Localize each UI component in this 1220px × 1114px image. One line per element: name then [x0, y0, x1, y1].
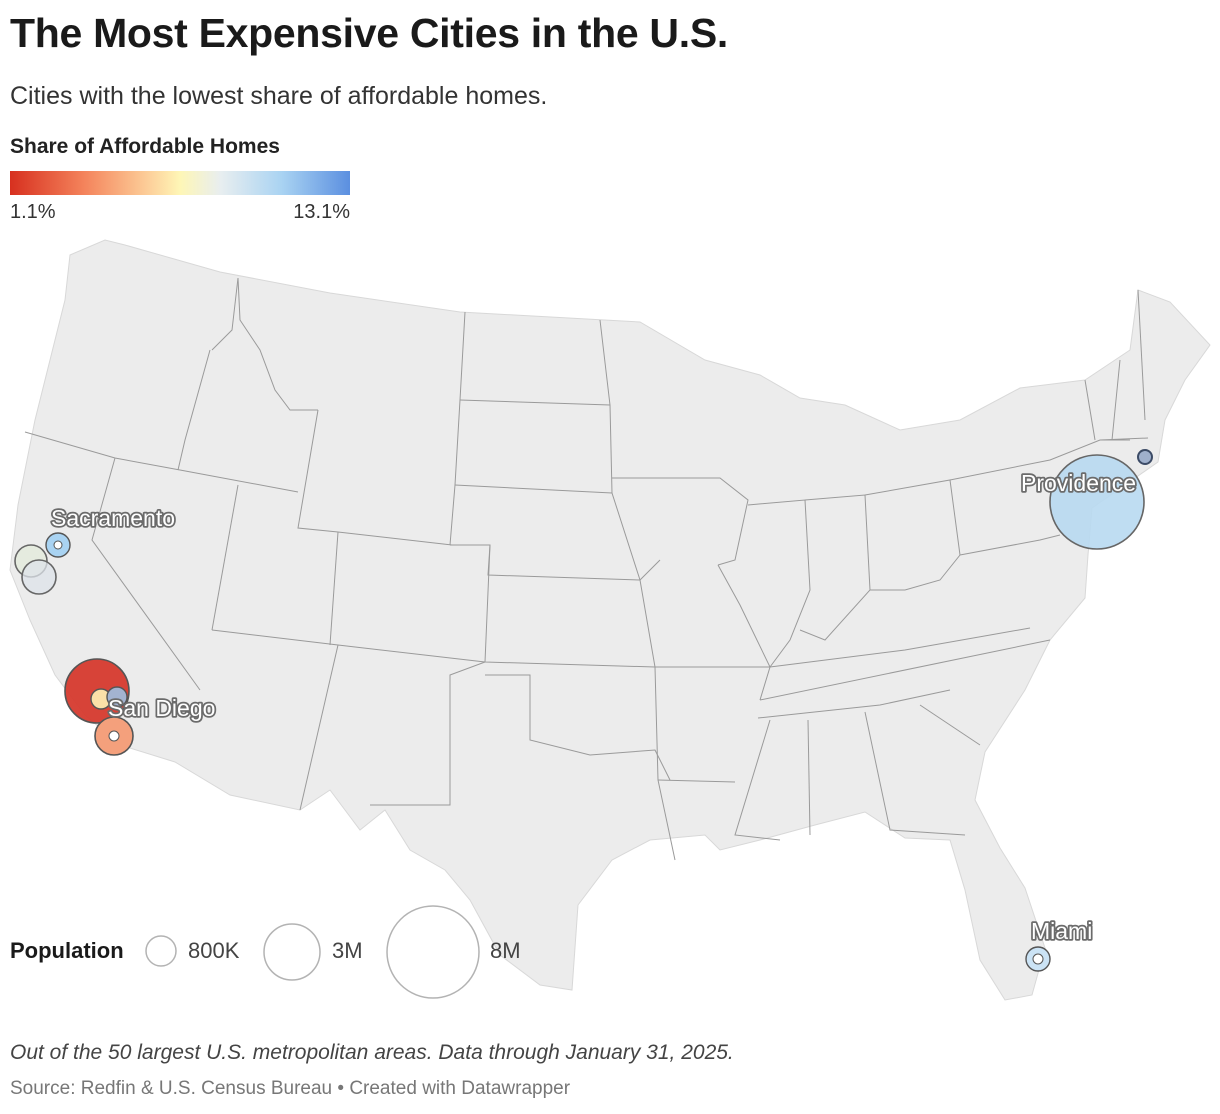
chart-title: The Most Expensive Cities in the U.S.: [10, 10, 728, 56]
legend-label-800k: 800K: [188, 938, 240, 963]
bubble-miami-core[interactable]: [1032, 953, 1044, 965]
us-land: [9, 239, 1211, 1001]
bubble-san-diego-core[interactable]: [108, 730, 120, 742]
bubble-riverside[interactable]: [106, 686, 128, 708]
color-legend-gradient: [10, 171, 350, 195]
population-legend-circles: [145, 905, 480, 999]
footnote: Out of the 50 largest U.S. metropolitan …: [10, 1041, 734, 1064]
color-legend-min-label: 1.1%: [10, 201, 56, 223]
bubble-providence[interactable]: [1049, 454, 1145, 550]
legend-label-3m: 3M: [332, 938, 363, 963]
legend-circle-8m: [386, 905, 480, 999]
bubble-sacramento-core[interactable]: [53, 540, 63, 550]
label-sacramento: Sacramento: [51, 505, 175, 531]
label-san-diego: San Diego: [108, 695, 215, 721]
source-credit: Source: Redfin & U.S. Census Bureau • Cr…: [10, 1078, 571, 1099]
city-bubbles: [14, 449, 1153, 972]
label-miami: Miami: [1031, 918, 1092, 944]
chart-subtitle: Cities with the lowest share of affordab…: [10, 82, 548, 110]
legend-label-8m: 8M: [490, 938, 521, 963]
color-legend-max-label: 13.1%: [293, 201, 350, 223]
legend-circle-3m: [263, 923, 321, 981]
bubble-boston-area[interactable]: [1137, 449, 1153, 465]
population-legend-title: Population: [10, 938, 124, 963]
legend-circle-800k: [145, 935, 177, 967]
state-borders: [24, 277, 1149, 861]
color-legend-title: Share of Affordable Homes: [10, 135, 280, 158]
label-providence: Providence: [1021, 470, 1136, 496]
bubble-san-jose[interactable]: [21, 559, 57, 595]
